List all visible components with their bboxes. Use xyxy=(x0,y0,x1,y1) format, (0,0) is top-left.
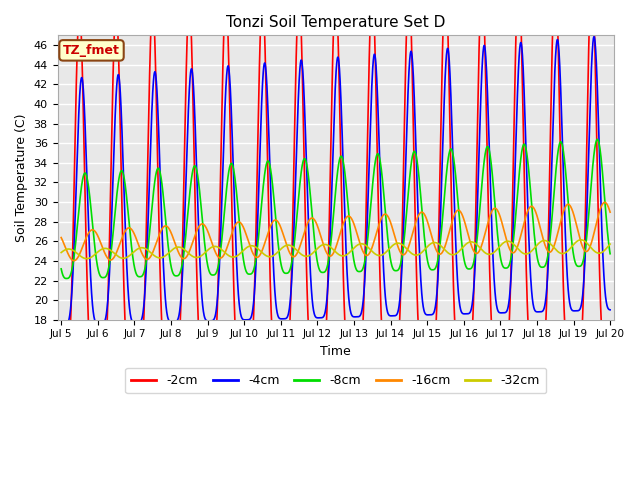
-2cm xyxy=(268,322,275,327)
-16cm xyxy=(292,252,300,258)
-8cm xyxy=(292,227,300,233)
Title: Tonzi Soil Temperature Set D: Tonzi Soil Temperature Set D xyxy=(226,15,445,30)
-8cm xyxy=(606,251,614,257)
-4cm xyxy=(606,307,614,312)
-4cm xyxy=(58,322,66,328)
-8cm xyxy=(596,144,604,150)
-4cm xyxy=(596,159,604,165)
Line: -32cm: -32cm xyxy=(61,240,610,259)
-4cm xyxy=(268,224,276,230)
-8cm xyxy=(58,266,65,272)
-32cm xyxy=(268,253,276,259)
-2cm xyxy=(606,361,614,367)
-8cm xyxy=(63,276,70,281)
-16cm xyxy=(606,209,614,215)
-32cm xyxy=(292,246,300,252)
Line: -16cm: -16cm xyxy=(61,203,610,261)
-16cm xyxy=(58,235,65,240)
-4cm xyxy=(58,322,65,328)
-8cm xyxy=(536,264,544,269)
-2cm xyxy=(292,85,300,91)
-16cm xyxy=(153,240,161,245)
Line: -8cm: -8cm xyxy=(61,139,610,278)
-32cm xyxy=(120,255,128,261)
-4cm xyxy=(153,82,161,87)
-8cm xyxy=(153,168,161,174)
Line: -2cm: -2cm xyxy=(61,0,610,373)
-2cm xyxy=(58,370,65,376)
-2cm xyxy=(596,266,604,272)
-8cm xyxy=(120,174,128,180)
-32cm xyxy=(153,254,161,260)
Legend: -2cm, -4cm, -8cm, -16cm, -32cm: -2cm, -4cm, -8cm, -16cm, -32cm xyxy=(125,368,546,393)
-4cm xyxy=(292,174,300,180)
-2cm xyxy=(536,362,544,368)
-8cm xyxy=(593,136,601,142)
-32cm xyxy=(577,237,585,243)
-32cm xyxy=(596,250,604,256)
Y-axis label: Soil Temperature (C): Soil Temperature (C) xyxy=(15,113,28,242)
-4cm xyxy=(120,187,128,192)
-2cm xyxy=(152,98,160,104)
-16cm xyxy=(70,258,78,264)
-32cm xyxy=(83,256,91,262)
-16cm xyxy=(601,200,609,205)
-16cm xyxy=(268,220,276,226)
-16cm xyxy=(536,226,544,231)
-32cm xyxy=(58,250,65,255)
-16cm xyxy=(120,230,128,236)
X-axis label: Time: Time xyxy=(320,345,351,358)
-32cm xyxy=(606,241,614,247)
Text: TZ_fmet: TZ_fmet xyxy=(63,44,120,57)
-2cm xyxy=(120,281,127,287)
-4cm xyxy=(536,309,544,315)
-4cm xyxy=(590,34,598,39)
-32cm xyxy=(536,239,544,245)
Line: -4cm: -4cm xyxy=(61,36,610,325)
-16cm xyxy=(596,209,604,215)
-8cm xyxy=(268,176,276,181)
